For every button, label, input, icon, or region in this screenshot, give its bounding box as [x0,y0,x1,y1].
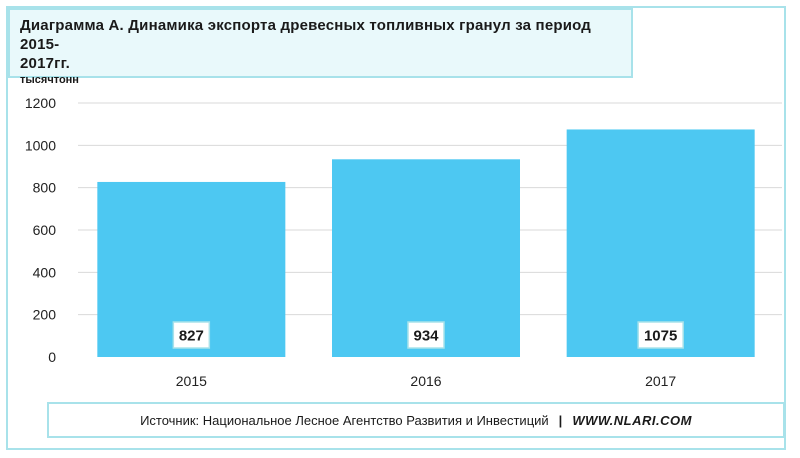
y-tick-label: 400 [33,264,57,280]
chart-title-line-1: Диаграмма А. Динамика экспорта древесных… [20,17,592,53]
y-tick-label: 600 [33,222,57,238]
data-label-box [172,321,211,349]
source-box: Источник: Национальное Лесное Агентство … [47,402,785,438]
data-label-box [407,321,445,349]
x-tick-label: 2015 [176,373,207,389]
x-tick-label: 2016 [410,373,441,389]
data-label: 934 [413,328,439,345]
y-tick-label: 1200 [25,95,56,111]
data-label: 827 [179,328,204,345]
source-url: WWW.NLARI.COM [572,412,692,428]
data-label: 1075 [644,328,677,345]
data-label-box [637,321,684,349]
source-separator: | [558,412,563,428]
y-tick-label: 200 [33,307,57,323]
y-tick-label: 800 [33,180,57,196]
y-tick-label: 0 [48,349,56,365]
bar [566,129,755,357]
y-tick-label: 1000 [25,137,56,153]
chart-unit: тысячтонн [20,74,79,86]
x-tick-label: 2017 [645,373,676,389]
chart-title-line-2: 2017гг. [20,55,70,72]
chart-frame [6,6,786,450]
chart-title-box: Диаграмма А. Динамика экспорта древесных… [8,8,633,86]
source-text: Источник: Национальное Лесное Агентство … [140,412,549,428]
